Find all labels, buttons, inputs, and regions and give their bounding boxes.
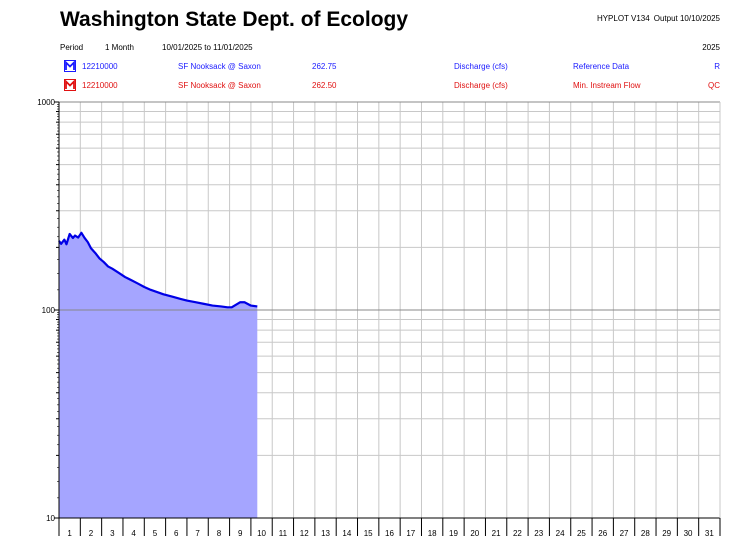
x-tick-label: 22 — [513, 529, 522, 538]
x-tick-label: 13 — [321, 529, 330, 538]
station-name: SF Nooksack @ Saxon — [178, 62, 261, 71]
x-tick-label: 18 — [428, 529, 437, 538]
series-row-reference: 12210000 SF Nooksack @ Saxon 262.75 Disc… — [0, 60, 740, 74]
output-date: Output 10/10/2025 — [653, 14, 720, 23]
y-tick-label: 100 — [42, 306, 56, 315]
y-tick-label: 1000 — [37, 98, 55, 107]
period-range: 10/01/2025 to 11/01/2025 — [162, 43, 253, 52]
x-tick-label: 26 — [598, 529, 607, 538]
dataset: Min. Instream Flow — [573, 81, 641, 90]
output-info: HYPLOT V134 Output 10/10/2025 — [597, 14, 720, 23]
blue-m-icon — [64, 60, 76, 72]
parameter: Discharge (cfs) — [454, 81, 508, 90]
x-tick-label: 23 — [534, 529, 543, 538]
parameter: Discharge (cfs) — [454, 62, 508, 71]
x-tick-label: 21 — [492, 529, 501, 538]
x-tick-label: 4 — [131, 529, 136, 538]
x-tick-label: 17 — [406, 529, 415, 538]
dataset: Reference Data — [573, 62, 630, 71]
period-label: Period — [60, 43, 84, 52]
x-tick-label: 25 — [577, 529, 586, 538]
x-tick-label: 3 — [110, 529, 115, 538]
x-tick-label: 31 — [705, 529, 714, 538]
station-name: SF Nooksack @ Saxon — [178, 81, 261, 90]
x-tick-label: 30 — [684, 529, 693, 538]
series-row-min-instream: 12210000 SF Nooksack @ Saxon 262.50 Disc… — [0, 79, 740, 93]
station-id: 12210000 — [82, 81, 118, 90]
year-label: 2025 — [702, 43, 720, 52]
station-value: 262.75 — [312, 62, 337, 71]
x-tick-label: 24 — [556, 529, 565, 538]
app-version: HYPLOT V134 — [596, 14, 650, 23]
x-tick-label: 2 — [89, 529, 94, 538]
x-tick-label: 12 — [300, 529, 309, 538]
page-title: Washington State Dept. of Ecology — [60, 8, 409, 31]
red-m-icon — [64, 79, 76, 91]
x-tick-label: 16 — [385, 529, 394, 538]
x-tick-label: 15 — [364, 529, 373, 538]
x-tick-label: 10 — [257, 529, 266, 538]
y-tick-label: 10 — [46, 514, 55, 523]
period-length: 1 Month — [105, 43, 134, 52]
station-value: 262.50 — [312, 81, 337, 90]
quality-flag: QC — [708, 81, 720, 90]
station-id: 12210000 — [82, 62, 118, 71]
flow-line — [58, 231, 258, 309]
x-tick-label: 27 — [620, 529, 629, 538]
x-tick-label: 19 — [449, 529, 458, 538]
x-tick-label: 6 — [174, 529, 179, 538]
x-tick-label: 28 — [641, 529, 650, 538]
x-tick-label: 11 — [279, 529, 288, 538]
x-tick-label: 5 — [153, 529, 158, 538]
x-tick-label: 8 — [217, 529, 222, 538]
x-tick-label: 1 — [67, 529, 72, 538]
flow-area — [59, 232, 258, 519]
x-tick-label: 14 — [342, 529, 351, 538]
x-tick-label: 7 — [195, 529, 200, 538]
quality-flag: R — [714, 62, 720, 71]
x-tick-label: 9 — [238, 529, 243, 538]
x-tick-label: 20 — [470, 529, 479, 538]
x-tick-label: 29 — [662, 529, 671, 538]
